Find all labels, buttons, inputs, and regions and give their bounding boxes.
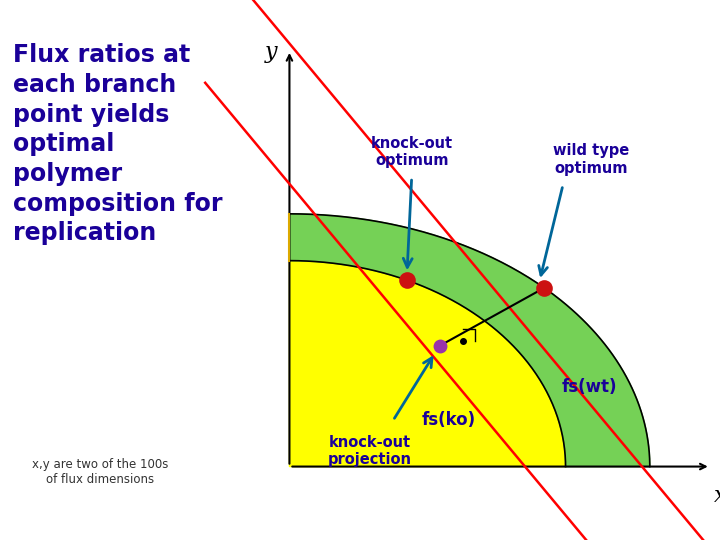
Text: Flux ratios at
each branch
point yields
optimal
polymer
composition for
replicat: Flux ratios at each branch point yields … [14,43,222,245]
Text: knock-out
projection: knock-out projection [328,435,412,467]
Polygon shape [289,214,649,467]
Polygon shape [289,261,566,467]
Text: x: x [714,485,720,507]
Text: fs(ko): fs(ko) [421,411,476,429]
Text: x,y are two of the 100s
of flux dimensions: x,y are two of the 100s of flux dimensio… [32,458,168,486]
Text: wild type
optimum: wild type optimum [553,143,629,176]
Text: knock-out
optimum: knock-out optimum [371,136,453,168]
Text: fs(wt): fs(wt) [561,378,617,396]
Text: y: y [264,40,277,63]
